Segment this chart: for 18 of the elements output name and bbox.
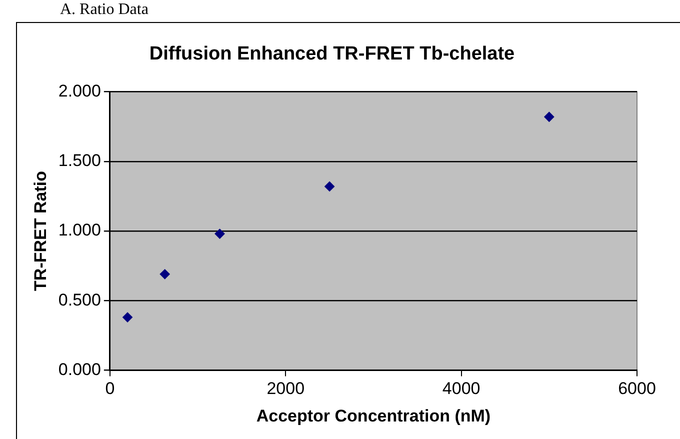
y-tick-label: 2.000 [58, 81, 101, 100]
y-tick-label: 1.500 [58, 151, 101, 170]
x-tick-label: 6000 [618, 379, 656, 398]
point [160, 269, 170, 280]
y-tick-label: 0.500 [58, 290, 101, 310]
text: A. Ratio Data [60, 0, 148, 20]
point [324, 181, 335, 192]
y-axis-title: TR-FRET Ratio [30, 171, 50, 291]
point [214, 228, 225, 239]
x-tick-label: 4000 [442, 379, 480, 398]
x-tick-label: 0 [105, 379, 115, 398]
y-tick-label: 1.000 [58, 220, 101, 240]
point [122, 312, 133, 322]
point [544, 112, 554, 122]
chart-title: Diffusion Enhanced TR-FRET Tb-chelate [149, 44, 515, 65]
x-tick-label: 2000 [266, 379, 305, 398]
x-axis-title: Acceptor Concentration (nM) [256, 406, 491, 426]
y-tick-label: 0.000 [58, 360, 101, 379]
